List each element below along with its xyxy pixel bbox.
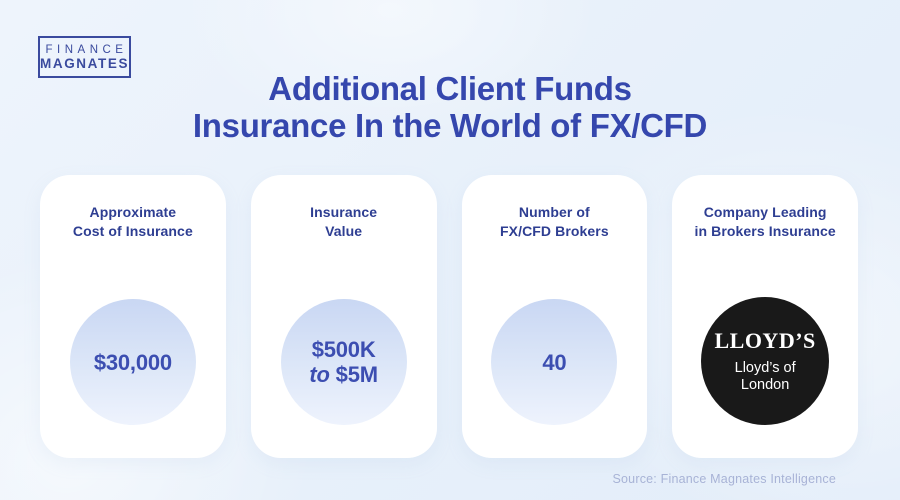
card-label-line1: Company Leading	[703, 204, 827, 220]
card-label: Approximate Cost of Insurance	[73, 203, 193, 241]
card-label-line2: in Brokers Insurance	[694, 223, 836, 239]
card-label-line1: Number of	[518, 204, 590, 220]
card-cost-of-insurance: Approximate Cost of Insurance $30,000	[40, 175, 226, 458]
card-number-of-brokers: Number of FX/CFD Brokers 40	[461, 175, 648, 458]
finance-magnates-logo: FINANCE MAGNATES	[38, 36, 131, 78]
card-label: Number of FX/CFD Brokers	[500, 203, 609, 241]
lloyds-wordmark: LLOYD’S	[714, 328, 816, 353]
card-label-line1: Approximate	[89, 204, 177, 220]
stat-cards-row: Approximate Cost of Insurance $30,000 In…	[40, 175, 858, 458]
card-label: Insurance Value	[310, 203, 377, 241]
stat-value: $30,000	[93, 349, 172, 375]
card-leading-company: Company Leading in Brokers Insurance LLO…	[672, 175, 858, 458]
source-attribution: Source: Finance Magnates Intelligence	[612, 472, 836, 486]
lloyds-name: Lloyd’s of London	[735, 360, 796, 394]
stat-value-line2: $5M	[335, 362, 378, 387]
stat-value-line1: $500K	[311, 337, 376, 362]
stat-value: 40	[542, 349, 567, 375]
card-label: Company Leading in Brokers Insurance	[694, 203, 835, 241]
card-label-line2: Value	[325, 223, 363, 239]
logo-text-magnates: MAGNATES	[40, 56, 130, 71]
logo-text-finance: FINANCE	[45, 44, 128, 56]
page-title: Additional Client Funds Insurance In the…	[0, 70, 900, 144]
card-label-line1: Insurance	[310, 204, 378, 220]
page-title-line1: Additional Client Funds	[268, 70, 632, 107]
stat-value-range-word: to	[309, 362, 330, 387]
card-label-line2: Cost of Insurance	[72, 223, 193, 239]
page-title-line2: Insurance In the World of FX/CFD	[192, 107, 708, 144]
stat-circle: $500K to $5M	[280, 299, 407, 425]
lloyds-name-line2: London	[740, 377, 790, 393]
stat-circle: $30,000	[69, 299, 196, 425]
lloyds-logo-badge: LLOYD’S Lloyd’s of London	[701, 297, 830, 425]
lloyds-name-line1: Lloyd’s of	[734, 360, 796, 376]
stat-circle: 40	[491, 299, 618, 425]
card-insurance-value: Insurance Value $500K to $5M	[250, 175, 437, 458]
stat-value: $500K to $5M	[309, 337, 378, 387]
card-label-line2: FX/CFD Brokers	[499, 223, 609, 239]
